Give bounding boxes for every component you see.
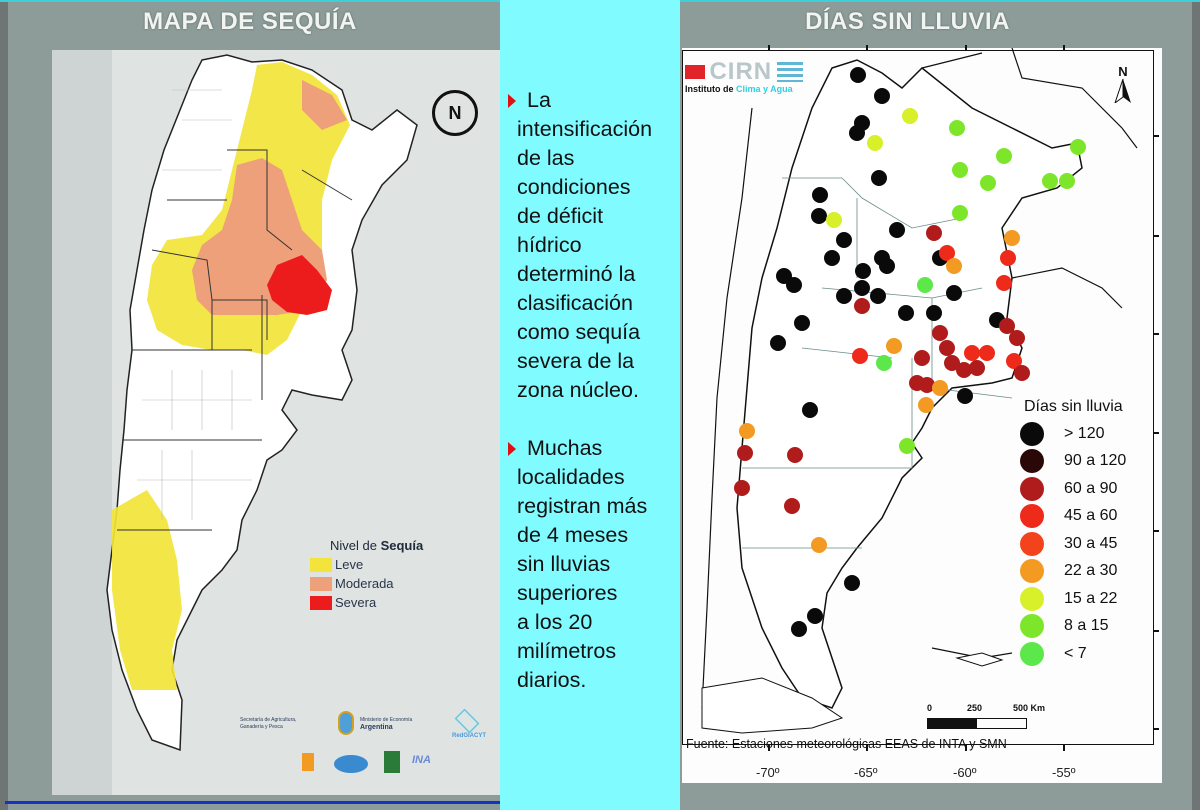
- lat-tick: [1153, 630, 1159, 632]
- bullet-days-without-rain: Muchas localidades registran más de 4 me…: [508, 434, 676, 695]
- text-panel: [500, 0, 680, 810]
- logo-green-icon: [384, 751, 400, 773]
- lat-tick: [1153, 135, 1159, 137]
- drought-map-title: MAPA DE SEQUÍA: [143, 8, 357, 35]
- lat-tick: [1153, 530, 1159, 532]
- legend-dot: [1020, 559, 1044, 584]
- inta-logo-icon: [685, 65, 705, 79]
- water-waves-icon: [776, 62, 803, 82]
- legend-dot: [1020, 421, 1044, 446]
- legend-item: 45 a 60: [1020, 503, 1126, 531]
- ministerio-logo: Ministerio de Economía Argentina: [360, 717, 413, 731]
- argentina-drought-map: [52, 50, 500, 795]
- legend-dot: [1020, 586, 1044, 611]
- panel-edge: [0, 2, 8, 810]
- rainless-days-map: [682, 47, 1162, 783]
- legend-dot: [1020, 531, 1044, 556]
- argentina-coat-of-arms-icon: [338, 711, 354, 735]
- lon-tick: [965, 45, 967, 51]
- lat-tick: [1153, 333, 1159, 335]
- logo-orange-icon: [302, 753, 314, 771]
- legend-item: 30 a 45: [1020, 530, 1126, 558]
- legend-item: < 7: [1020, 640, 1126, 668]
- lon-tick: [768, 745, 770, 751]
- legend-item: 90 a 120: [1020, 448, 1126, 476]
- institution-subtitle: Instituto de Clima y Agua: [685, 84, 793, 94]
- leve-swatch: [310, 557, 332, 572]
- legend-item: 15 a 22: [1020, 585, 1126, 613]
- scale-bar: 0 250 500 Km: [925, 703, 1065, 729]
- moderada-swatch: [310, 576, 332, 591]
- drought-map: N Nivel de Sequía Leve Moderada Severa S…: [52, 50, 500, 795]
- longitude-axis: -70º -65º -60º -55º: [756, 765, 1076, 780]
- legend-item-leve: Leve: [310, 555, 423, 574]
- rainless-days-legend: Días sin lluvia > 120 90 a 120 60 a 90 4…: [1020, 398, 1126, 668]
- bullet-arrow-icon: [508, 442, 516, 456]
- cirn-logo: CIRN Instituto de Clima y Agua: [685, 58, 803, 94]
- rainless-days-title: DÍAS SIN LLUVIA: [805, 8, 1010, 35]
- lat-tick: [1153, 728, 1159, 730]
- north-arrow-icon: [1114, 78, 1131, 105]
- legend-item: 8 a 15: [1020, 613, 1126, 641]
- legend-dot: [1020, 504, 1044, 529]
- ina-logo: INA: [412, 754, 431, 766]
- compass-icon: N: [432, 90, 478, 136]
- bottom-accent-line: [5, 801, 500, 804]
- station-map: [701, 47, 1138, 734]
- legend-title: Nivel de Sequía: [330, 538, 424, 553]
- lat-tick: [1153, 432, 1159, 434]
- lat-tick: [1153, 235, 1159, 237]
- bullet-arrow-icon: [508, 94, 516, 108]
- lon-tick: [866, 745, 868, 751]
- severa-swatch: [310, 595, 332, 610]
- institution-logos: Secretaría de Agricultura, Ganadería y P…: [232, 705, 492, 785]
- legend-dot: [1020, 641, 1044, 666]
- bullet-drought-intensification: La intensificación de las condiciones de…: [508, 86, 676, 405]
- map-frame: [682, 50, 1154, 745]
- legend-dot: [1020, 449, 1044, 474]
- lon-tick: [1063, 45, 1065, 51]
- lon-tick: [965, 745, 967, 751]
- lon-tick: [768, 45, 770, 51]
- legend-dot: [1020, 476, 1044, 501]
- weather-stations: [734, 67, 1086, 637]
- secretaria-logo: Secretaría de Agricultura, Ganadería y P…: [240, 717, 297, 730]
- panel-edge: [1192, 2, 1200, 810]
- legend-item-severa: Severa: [310, 593, 423, 612]
- redgiacyt-icon: [454, 708, 480, 734]
- legend-dot: [1020, 614, 1044, 639]
- legend-item: 60 a 90: [1020, 475, 1126, 503]
- logo-blue-oval-icon: [334, 755, 368, 773]
- lon-tick: [1063, 745, 1065, 751]
- drought-legend: Nivel de Sequía Leve Moderada Severa: [310, 538, 423, 612]
- source-caption: Fuente: Estaciones meteorológicas EEAS d…: [686, 737, 1007, 751]
- legend-item-moderada: Moderada: [310, 574, 423, 593]
- lon-tick: [866, 45, 868, 51]
- legend-item: 22 a 30: [1020, 558, 1126, 586]
- legend-item: > 120: [1020, 420, 1126, 448]
- north-arrow: N: [1113, 64, 1133, 108]
